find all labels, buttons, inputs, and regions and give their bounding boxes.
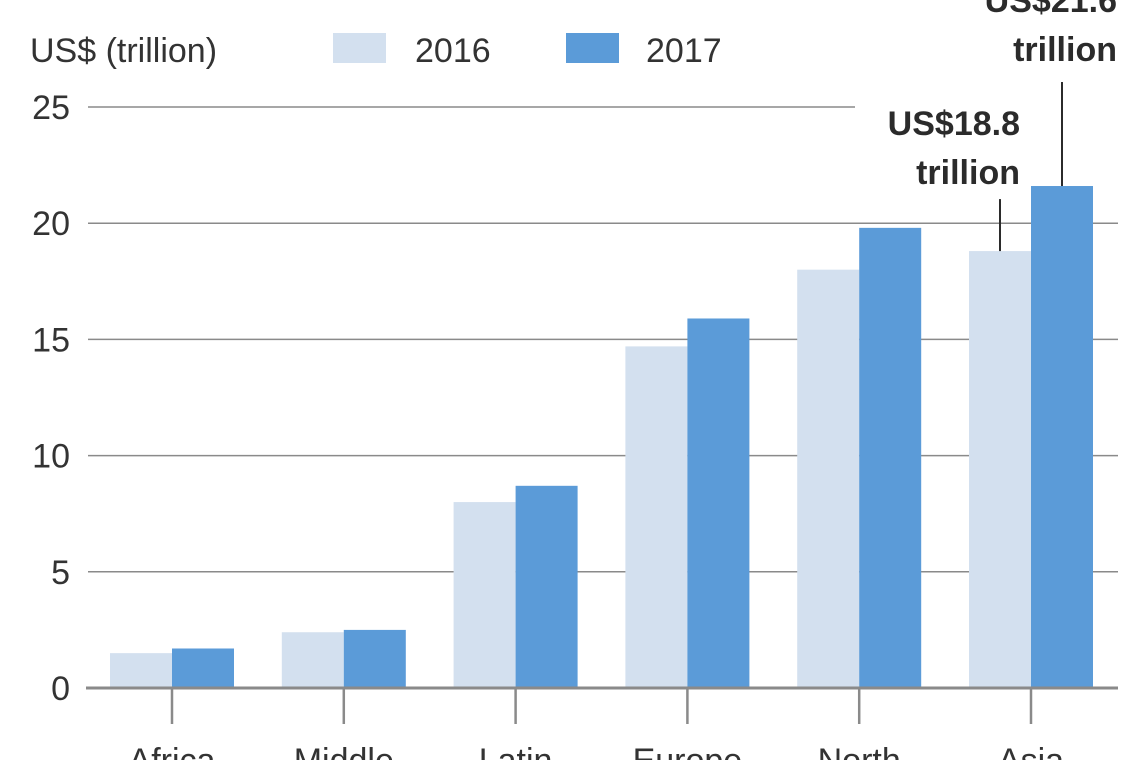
y-tick-label: 5 [51,554,70,592]
bar-latin-2017 [515,485,578,688]
x-tick-label: Latin [479,742,553,760]
bar-latin-2016 [453,502,516,688]
y-tick-label: 15 [32,321,70,359]
x-tick-label: Europe [633,742,743,760]
y-tick-label: 25 [32,89,70,127]
x-tick-label: Asia [998,742,1064,760]
y-tick-label: 20 [32,205,70,243]
annotation-value: US$21.6 [985,0,1117,20]
legend-swatch-2016 [333,33,386,63]
bar-north-2016 [797,269,860,688]
bar-europe-2017 [687,318,750,688]
annotation-unit: trillion [916,154,1020,192]
bar-asia-2016 [969,251,1031,688]
bar-middle-2016 [281,632,344,688]
x-tick-label: Middle [294,742,394,760]
y-tick-label: 10 [32,438,70,476]
bar-africa-2017 [172,648,234,688]
legend-label-2016: 2016 [415,32,491,70]
bar-middle-2017 [343,629,406,688]
y-tick-label: 0 [51,670,70,708]
y-axis-label: US$ (trillion) [30,32,217,70]
bar-north-2017 [859,227,922,688]
x-tick-label: Africa [129,742,216,760]
x-tick-label: North [818,742,901,760]
bar-europe-2016 [625,346,688,688]
annotation-unit: trillion [1013,31,1117,69]
annotation-value: US$18.8 [888,105,1020,143]
legend-label-2017: 2017 [646,32,722,70]
bar-africa-2016 [110,653,172,688]
bar-asia-2017 [1031,186,1093,689]
legend-swatch-2017 [566,33,619,63]
